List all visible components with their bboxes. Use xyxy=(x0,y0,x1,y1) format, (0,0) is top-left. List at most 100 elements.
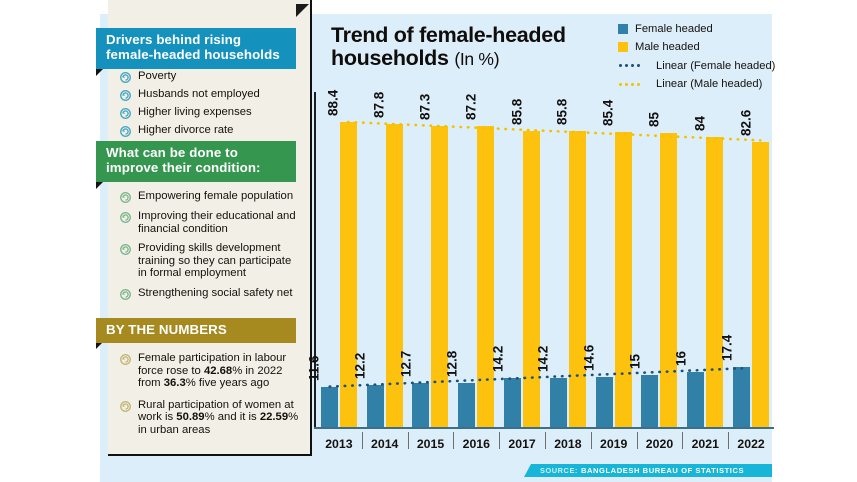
sidebar-section-1-title-line-1: Drivers behind rising xyxy=(106,32,242,47)
bar-male: 85.8 xyxy=(555,98,586,427)
refresh-circle-icon xyxy=(120,354,131,365)
x-axis-tick-label: 2021 xyxy=(682,431,728,457)
list-item-label: Higher living expenses xyxy=(138,106,252,118)
bar-male: 87.2 xyxy=(463,94,495,427)
bar-value-label: 85.4 xyxy=(600,99,616,127)
bar-value-label: 16 xyxy=(673,350,689,366)
refresh-circle-icon xyxy=(120,72,131,83)
refresh-circle-icon xyxy=(120,400,131,412)
x-axis-tick-label: 2017 xyxy=(499,431,545,457)
legend-label: Female headed xyxy=(635,22,713,35)
refresh-circle-icon xyxy=(120,212,131,223)
sidebar-panel xyxy=(108,0,312,456)
bar-value-label: 87.8 xyxy=(371,91,387,118)
list-item-label: Empowering female population xyxy=(138,190,294,202)
list-item: Providing skills development training so… xyxy=(120,242,300,280)
sidebar-section-2-title-line-1: What can be done to xyxy=(106,145,238,160)
bar-value-label: 14.2 xyxy=(535,345,551,372)
bar-female: 14.6 xyxy=(582,344,613,427)
refresh-circle-icon xyxy=(120,108,131,119)
panel-corner-fold-icon xyxy=(296,4,309,17)
bar-male: 87.3 xyxy=(417,93,449,427)
refresh-circle-icon xyxy=(120,126,131,137)
bar-male: 82.6 xyxy=(738,109,770,427)
refresh-circle-icon xyxy=(120,400,131,412)
bar-groups: 11.6 88.4 12.2 87.8 12.7 87.3 12.8 87.2 14.2 85.8… xyxy=(307,89,774,427)
x-axis-line xyxy=(314,427,774,429)
bar-female: 12.7 xyxy=(398,351,430,427)
list-item-label: Female participation in labour force ros… xyxy=(138,352,287,390)
bar-female: 15 xyxy=(627,354,659,427)
list-item-label: Husbands not employed xyxy=(138,88,260,100)
list-item: Rural participation of women at work is … xyxy=(120,399,300,437)
x-axis-tick-label: 2014 xyxy=(361,431,408,457)
legend-color-swatch xyxy=(618,23,628,34)
list-item: Empowering female population xyxy=(120,190,300,203)
refresh-circle-icon xyxy=(120,289,131,300)
source-label: SOURCE: xyxy=(540,466,578,475)
bar-group: 14.2 85.8 xyxy=(536,92,591,427)
x-axis-tick-label: 2019 xyxy=(590,431,637,457)
sidebar-section-2-title-line-2: improve their condition: xyxy=(106,159,261,175)
bar-group: 14.6 85.4 xyxy=(582,92,637,427)
list-item: Husbands not employed xyxy=(120,88,300,101)
bar-value-label: 14.6 xyxy=(581,344,597,371)
legend-label: Linear (Male headed) xyxy=(656,78,763,90)
x-axis-tick-label: 2013 xyxy=(325,437,353,451)
sidebar-section-3-banner-fold-icon xyxy=(96,338,107,349)
list-item-label: Higher divorce rate xyxy=(138,124,234,136)
legend-color-swatch xyxy=(618,42,628,52)
refresh-circle-icon xyxy=(120,90,131,101)
x-axis-tick-label: 2015 xyxy=(407,431,454,457)
refresh-circle-icon xyxy=(120,289,131,300)
bar-female: 12.8 xyxy=(444,351,476,427)
refresh-circle-icon xyxy=(120,192,131,203)
bar-female: 17.4 xyxy=(719,335,751,427)
bar-value-label: 85 xyxy=(646,112,662,128)
x-axis-tick-label: 2022 xyxy=(728,431,774,457)
bar-male: 85.4 xyxy=(601,100,632,427)
bar-group: 17.4 82.6 xyxy=(719,92,774,427)
chart-legend: Female headed Male headed Linear (Female h… xyxy=(618,22,848,96)
list-item: Higher living expenses xyxy=(120,106,300,119)
list-item-label: Providing skills development training so… xyxy=(138,242,292,280)
x-axis-labels: 2013 2014 2015 2016 2017 2018 2019 2020 2021 2022 xyxy=(316,431,774,457)
bar-group: 15 85 xyxy=(627,92,683,427)
bar-value-label: 87.2 xyxy=(463,93,479,120)
chart-title-unit: (In %) xyxy=(454,49,500,69)
source-name: BANGLADESH BUREAU OF STATISTICS xyxy=(580,466,745,475)
bar-male: 85.8 xyxy=(509,98,541,427)
list-item-label: Strengthening social safety net xyxy=(138,286,293,299)
list-item: Strengthening social safety net xyxy=(120,287,300,300)
background-white-right xyxy=(772,0,857,482)
bar-value-label: 88.4 xyxy=(325,89,341,116)
bar-group: 11.6 88.4 xyxy=(307,89,362,427)
legend-item: Female headed xyxy=(618,22,848,35)
refresh-circle-icon xyxy=(120,354,131,365)
bar-male: 87.8 xyxy=(372,92,403,427)
sidebar-section-2-banner: What can be done to improve their condit… xyxy=(96,141,296,182)
bar-female: 14.2 xyxy=(536,346,567,427)
list-item: Female participation in labour force ros… xyxy=(120,352,300,390)
bar-male: 85 xyxy=(646,112,678,427)
bar-female: 11.6 xyxy=(307,355,338,427)
bar-value-label: 12.2 xyxy=(352,352,368,379)
bar-value-label: 84 xyxy=(692,115,708,131)
source-bar: SOURCE: BANGLADESH BUREAU OF STATISTICS xyxy=(531,464,772,477)
sidebar-section-1-list: Poverty Husbands not employed Higher livin… xyxy=(120,70,300,142)
list-item-label: Rural participation of women at work is … xyxy=(138,398,299,436)
bar-value-label: 82.6 xyxy=(738,109,754,136)
legend-item: Linear (Male headed) xyxy=(618,78,848,91)
bar-female: 14.2 xyxy=(490,346,522,427)
refresh-circle-icon xyxy=(120,72,131,83)
bar-value-label: 11.6 xyxy=(306,355,322,381)
sidebar-section-3-list: Female participation in labour force ros… xyxy=(120,352,300,446)
refresh-circle-icon xyxy=(120,212,131,223)
bar-female: 12.2 xyxy=(353,353,384,427)
sidebar-section-3-banner: BY THE NUMBERS xyxy=(96,318,296,343)
sidebar-section-2-banner-fold-icon xyxy=(96,178,107,189)
bar-value-label: 15 xyxy=(627,354,643,370)
legend-item: Male headed xyxy=(618,41,848,54)
chart-title-main: Trend of female-headed households xyxy=(331,23,566,70)
